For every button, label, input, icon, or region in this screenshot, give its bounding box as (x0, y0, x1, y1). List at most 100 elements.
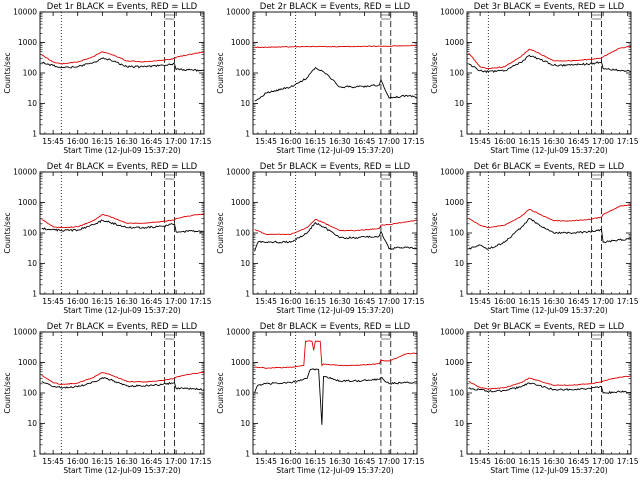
x-tick-label: 17:00 (165, 137, 187, 146)
series-line-events (468, 382, 631, 395)
plot-frame (39, 331, 205, 455)
x-tick-label: 15:45 (255, 137, 277, 146)
panel-title: Det 9r BLACK = Events, RED = LLD (474, 322, 625, 332)
x-tick-label: 16:45 (568, 457, 590, 466)
y-tick-label: 10000 (440, 328, 464, 337)
interval-marker (591, 334, 602, 340)
series-line-events (254, 66, 418, 102)
y-axis-label: Counts/sec (216, 52, 225, 93)
x-tick-label: 17:15 (403, 457, 425, 466)
series-line-lld (254, 340, 418, 369)
interval-marker (164, 14, 175, 20)
y-tick-label: 1000 (231, 198, 250, 207)
interval-marker (380, 14, 391, 20)
series-line-lld (468, 45, 632, 70)
x-tick-label: 17:15 (403, 297, 425, 306)
y-tick-label: 1 (245, 290, 250, 299)
panel-title: Det 2r BLACK = Events, RED = LLD (260, 2, 411, 12)
series-line-lld (254, 218, 417, 236)
x-tick-label: 16:00 (494, 457, 516, 466)
x-tick-label: 16:15 (305, 457, 327, 466)
y-axis-label: Counts/sec (3, 372, 12, 413)
x-tick-label: 16:30 (116, 457, 138, 466)
interval-marker (591, 174, 602, 180)
series-line-events (254, 368, 418, 425)
series-line-lld (468, 204, 632, 229)
x-tick-label: 17:15 (403, 137, 425, 146)
interval-marker (591, 14, 602, 20)
x-tick-label: 17:15 (190, 137, 212, 146)
y-tick-label: 100 (450, 229, 465, 238)
y-axis-label: Counts/sec (430, 212, 439, 253)
y-axis-label: Counts/sec (3, 52, 12, 93)
x-tick-label: 16:00 (280, 297, 302, 306)
x-tick-label: 16:00 (280, 137, 302, 146)
x-tick-label: 16:15 (92, 137, 114, 146)
chart-panel-9: Det 9r BLACK = Events, RED = LLD 1 10 100 10… (430, 322, 639, 475)
y-tick-label: 10000 (13, 8, 37, 17)
y-tick-label: 10 (454, 99, 464, 108)
y-tick-label: 10 (27, 99, 37, 108)
x-axis-label: Start Time (12-Jul-09 15:37:20) (276, 466, 393, 475)
y-tick-label: 1 (459, 130, 464, 139)
x-tick-label: 15:45 (42, 137, 64, 146)
series-line-lld (41, 371, 205, 385)
y-tick-label: 100 (450, 389, 465, 398)
panel-title: Det 1r BLACK = Events, RED = LLD (47, 2, 198, 12)
x-tick-label: 16:45 (354, 297, 376, 306)
x-tick-label: 15:45 (255, 457, 277, 466)
x-tick-label: 17:00 (592, 137, 614, 146)
plot-frame (252, 171, 418, 295)
y-tick-label: 10 (240, 99, 250, 108)
plot-frame (252, 11, 418, 135)
x-tick-label: 17:15 (190, 457, 212, 466)
x-tick-label: 17:00 (378, 137, 400, 146)
x-tick-label: 15:45 (469, 137, 491, 146)
y-axis-label: Counts/sec (430, 52, 439, 93)
x-axis-label: Start Time (12-Jul-09 15:37:20) (276, 306, 393, 315)
y-tick-label: 1000 (18, 198, 37, 207)
y-tick-label: 1 (459, 450, 464, 459)
y-axis-label: Counts/sec (3, 212, 12, 253)
x-tick-label: 16:15 (519, 457, 541, 466)
series-line-lld (254, 44, 417, 49)
x-tick-label: 17:00 (378, 297, 400, 306)
chart-panel-5: Det 5r BLACK = Events, RED = LLD 1 10 100 10… (216, 162, 425, 315)
x-tick-label: 17:15 (617, 137, 639, 146)
plot-frame (466, 171, 632, 295)
x-tick-label: 16:30 (543, 137, 565, 146)
y-tick-label: 10000 (440, 168, 464, 177)
y-tick-label: 1000 (18, 358, 37, 367)
x-tick-label: 15:45 (255, 297, 277, 306)
y-tick-label: 1000 (18, 38, 37, 47)
series-line-lld (41, 51, 205, 65)
x-tick-label: 16:30 (543, 457, 565, 466)
x-tick-label: 17:00 (165, 457, 187, 466)
x-tick-label: 16:30 (329, 457, 351, 466)
y-tick-label: 10000 (13, 328, 37, 337)
x-tick-label: 16:45 (354, 137, 376, 146)
chart-panel-6: Det 6r BLACK = Events, RED = LLD 1 10 100 10… (430, 162, 639, 315)
x-tick-label: 17:00 (165, 297, 187, 306)
x-tick-label: 16:00 (67, 457, 89, 466)
x-tick-label: 16:30 (329, 137, 351, 146)
x-tick-label: 16:45 (141, 137, 163, 146)
y-tick-label: 100 (236, 229, 251, 238)
series-line-events (41, 57, 205, 72)
panel-title: Det 7r BLACK = Events, RED = LLD (47, 322, 198, 332)
series-line-events (254, 221, 418, 252)
y-tick-label: 100 (450, 69, 465, 78)
x-tick-label: 16:45 (141, 457, 163, 466)
x-axis-label: Start Time (12-Jul-09 15:37:20) (490, 146, 607, 155)
y-tick-label: 100 (23, 229, 38, 238)
x-tick-label: 15:45 (42, 457, 64, 466)
x-axis-label: Start Time (12-Jul-09 15:37:20) (63, 306, 180, 315)
x-tick-label: 16:15 (519, 297, 541, 306)
x-tick-label: 16:45 (568, 297, 590, 306)
interval-marker (380, 334, 391, 340)
x-tick-label: 16:15 (92, 457, 114, 466)
chart-panel-1: Det 1r BLACK = Events, RED = LLD 1 10 100 10… (3, 2, 212, 155)
x-tick-label: 16:30 (116, 297, 138, 306)
y-tick-label: 10 (27, 259, 37, 268)
